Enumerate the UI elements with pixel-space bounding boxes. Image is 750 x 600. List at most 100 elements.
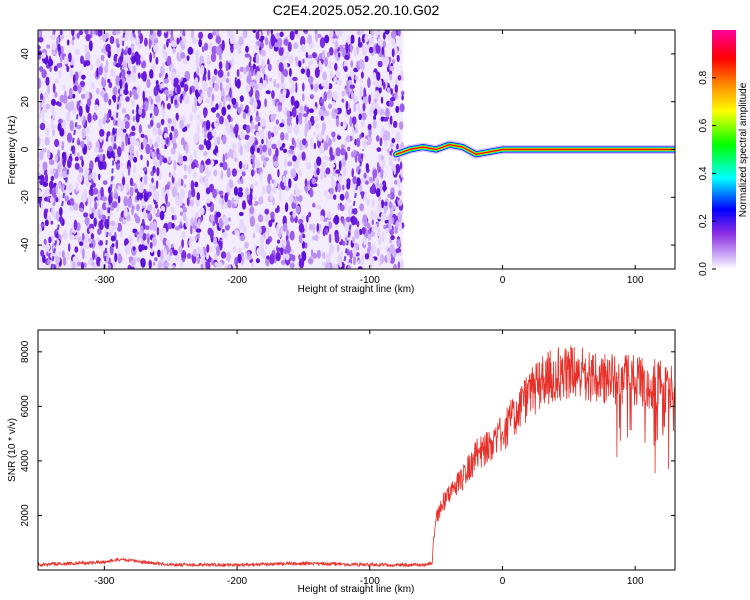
noise-speckle	[242, 30, 248, 39]
noise-speckle	[83, 262, 87, 268]
noise-speckle	[101, 196, 108, 202]
noise-speckle	[73, 202, 79, 211]
noise-speckle	[351, 168, 355, 178]
noise-speckle	[289, 55, 294, 64]
noise-speckle	[383, 130, 390, 141]
noise-speckle	[279, 190, 282, 201]
noise-speckle	[137, 72, 141, 79]
noise-speckle	[90, 233, 95, 240]
noise-speckle	[66, 65, 70, 73]
noise-speckle	[48, 159, 55, 166]
noise-speckle	[44, 219, 49, 227]
noise-speckle	[311, 52, 317, 59]
noise-speckle	[300, 215, 306, 221]
noise-speckle	[328, 233, 332, 244]
noise-speckle	[323, 110, 330, 117]
noise-speckle	[138, 107, 143, 116]
noise-speckle	[332, 100, 336, 107]
noise-speckle	[340, 144, 345, 149]
noise-speckle	[228, 217, 231, 222]
noise-speckle	[326, 194, 332, 200]
noise-speckle	[211, 93, 215, 102]
noise-speckle	[185, 218, 189, 228]
noise-speckle	[88, 40, 93, 52]
noise-speckle	[237, 253, 242, 264]
noise-speckle	[357, 102, 360, 113]
noise-speckle	[278, 62, 284, 72]
noise-speckle	[40, 223, 45, 228]
noise-speckle	[370, 210, 374, 220]
noise-speckle	[224, 192, 229, 203]
noise-speckle	[225, 96, 232, 102]
noise-speckle	[341, 98, 345, 103]
noise-speckle	[372, 169, 378, 179]
noise-speckle	[180, 178, 184, 187]
noise-speckle	[123, 89, 129, 96]
noise-speckle	[193, 171, 197, 178]
noise-speckle	[160, 205, 166, 213]
noise-speckle	[98, 240, 104, 246]
noise-speckle	[337, 135, 341, 140]
noise-speckle	[170, 243, 174, 248]
noise-speckle	[353, 183, 357, 193]
noise-speckle	[260, 41, 264, 49]
noise-speckle	[164, 247, 167, 257]
noise-speckle	[183, 213, 187, 222]
noise-speckle	[301, 241, 306, 249]
noise-speckle	[267, 130, 272, 140]
noise-speckle	[334, 62, 338, 71]
noise-speckle	[396, 238, 401, 248]
noise-speckle	[241, 171, 246, 177]
noise-speckle	[205, 170, 211, 178]
noise-speckle	[210, 159, 215, 167]
noise-speckle	[286, 244, 291, 254]
noise-speckle	[50, 196, 54, 204]
noise-speckle	[353, 47, 358, 57]
noise-speckle	[134, 188, 139, 193]
noise-speckle	[264, 157, 270, 162]
noise-speckle	[50, 34, 56, 40]
noise-speckle	[322, 161, 326, 168]
noise-speckle	[313, 115, 320, 122]
noise-speckle	[115, 38, 120, 45]
noise-speckle	[91, 207, 96, 214]
noise-speckle	[383, 206, 387, 214]
noise-speckle	[199, 207, 205, 215]
noise-speckle	[290, 95, 295, 106]
noise-speckle	[278, 93, 282, 99]
noise-speckle	[121, 140, 125, 152]
noise-speckle	[203, 108, 207, 119]
noise-speckle	[62, 95, 68, 104]
noise-speckle	[300, 44, 306, 53]
noise-speckle	[260, 243, 264, 249]
noise-speckle	[255, 131, 260, 137]
noise-speckle	[330, 171, 334, 182]
noise-speckle	[85, 51, 91, 62]
noise-speckle	[144, 225, 150, 230]
noise-speckle	[312, 202, 316, 208]
noise-speckle	[57, 162, 62, 173]
noise-speckle	[86, 134, 90, 145]
noise-speckle	[244, 134, 250, 141]
noise-speckle	[379, 254, 385, 264]
noise-speckle	[339, 193, 345, 201]
noise-speckle	[169, 132, 173, 141]
noise-speckle	[90, 82, 95, 90]
noise-speckle	[73, 219, 78, 231]
noise-speckle	[376, 71, 381, 81]
noise-speckle	[207, 32, 213, 40]
noise-speckle	[147, 191, 152, 197]
noise-speckle	[200, 263, 204, 269]
noise-speckle	[228, 32, 235, 40]
noise-speckle	[52, 30, 56, 35]
noise-speckle	[271, 113, 277, 119]
noise-speckle	[166, 123, 171, 129]
noise-speckle	[260, 118, 266, 127]
noise-speckle	[214, 159, 219, 165]
noise-speckle	[272, 196, 275, 206]
noise-speckle	[97, 228, 102, 235]
noise-speckle	[76, 32, 80, 39]
noise-speckle	[373, 98, 378, 103]
noise-speckle	[245, 65, 250, 73]
noise-speckle	[397, 30, 401, 37]
